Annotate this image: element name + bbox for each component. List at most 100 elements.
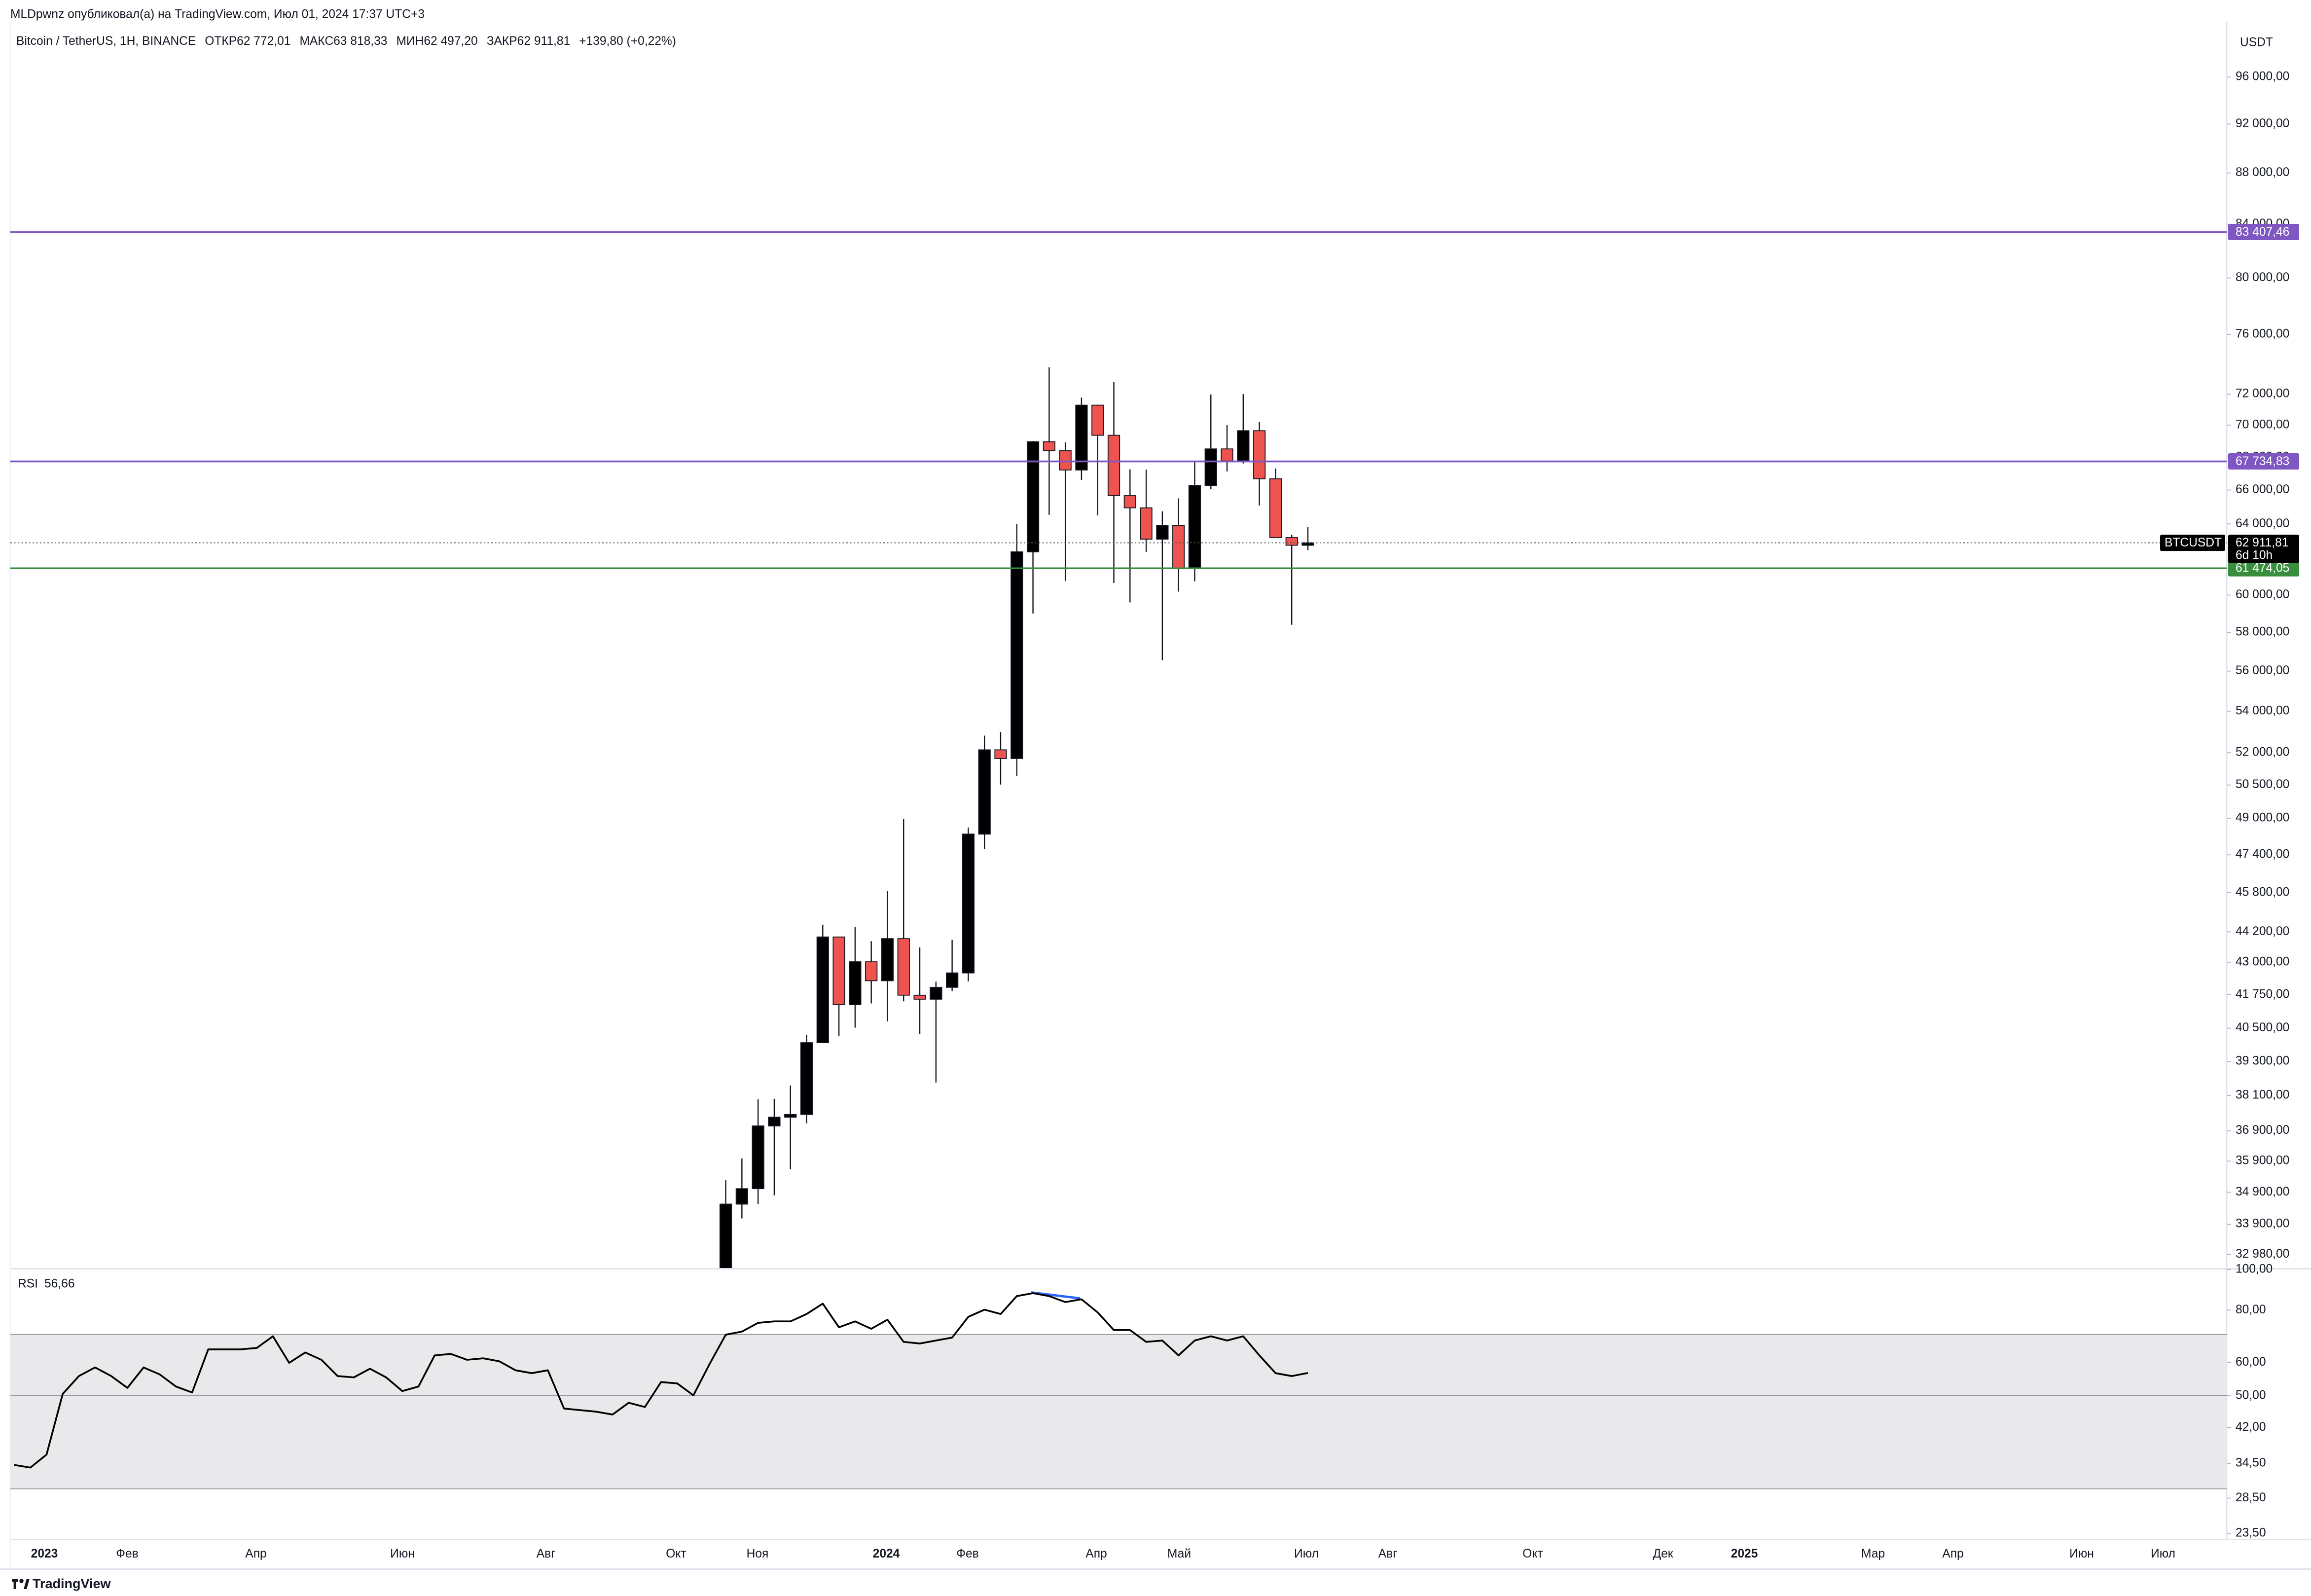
candle-body — [1204, 448, 1217, 486]
price-line-label: 83 407,46 — [2236, 225, 2289, 239]
price-line-label-box — [2228, 560, 2299, 577]
candle-body — [1011, 551, 1023, 759]
candle-body — [1043, 441, 1055, 451]
y-tick-label: 60 000,00 — [2236, 588, 2289, 601]
x-tick-label: Окт — [666, 1547, 686, 1560]
logo-shape — [13, 1578, 16, 1589]
rsi-line — [14, 1292, 1308, 1469]
candle-body — [1140, 507, 1153, 540]
y-tick-label: 80 000,00 — [2236, 271, 2289, 284]
candle-body — [978, 749, 991, 835]
y-tick-label: 45 800,00 — [2236, 885, 2289, 899]
y-tick-label: 76 000,00 — [2236, 327, 2289, 341]
price-line-label-box — [2228, 453, 2299, 470]
candle-body — [1285, 537, 1298, 546]
price-line-label: 61 474,05 — [2236, 562, 2289, 575]
rsi-band — [10, 1334, 2227, 1489]
ohlc-label: ОТКР — [205, 34, 237, 47]
y-tick-label: 36 900,00 — [2236, 1124, 2289, 1137]
divergence-line — [1031, 1291, 1081, 1300]
candle-body — [946, 972, 959, 988]
y-tick-label: 38 100,00 — [2236, 1088, 2289, 1102]
candle-body — [800, 1042, 813, 1115]
y-tick-label: 92 000,00 — [2236, 117, 2289, 130]
candle-body — [784, 1114, 797, 1118]
y-tick-label: 80,00 — [2236, 1303, 2266, 1316]
x-tick-label: Окт — [1522, 1547, 1543, 1560]
price-line-label-box — [2228, 223, 2299, 240]
legend-header: Bitcoin / TetherUS, 1H, BINANCE ОТКР62 77… — [16, 34, 676, 47]
y-tick-label: 72 000,00 — [2236, 387, 2289, 400]
countdown-label: 6d 10h — [2236, 548, 2273, 562]
y-tick-label: 40 500,00 — [2236, 1021, 2289, 1034]
x-tick-label: Апр — [1085, 1547, 1107, 1560]
x-tick-label: 2023 — [31, 1547, 58, 1560]
y-tick-label: 34 900,00 — [2236, 1185, 2289, 1198]
candle-body — [849, 961, 862, 1005]
rsi-value: 56,66 — [44, 1277, 75, 1290]
ohlc-label: МАКС — [299, 34, 333, 47]
candle-body — [1237, 430, 1250, 462]
candle-body — [897, 938, 910, 996]
x-tick-label: Июл — [1294, 1547, 1319, 1560]
candle-body — [768, 1117, 781, 1126]
x-tick-label: Фев — [956, 1547, 978, 1560]
x-tick-label: Май — [1167, 1547, 1191, 1560]
candle-body — [913, 994, 926, 1000]
y-tick-label: 39 300,00 — [2236, 1054, 2289, 1067]
symbol-label-box — [2160, 535, 2225, 551]
y-tick-label: 100,00 — [2236, 1262, 2273, 1275]
symbol-info: Bitcoin / TetherUS, 1H, BINANCE — [16, 34, 196, 47]
y-tick-label: 32 980,00 — [2236, 1247, 2289, 1261]
candle-body — [832, 936, 845, 1005]
candle-body — [1253, 430, 1266, 479]
y-tick-label: 58 000,00 — [2236, 625, 2289, 639]
logo-shape — [24, 1578, 30, 1589]
x-tick-label: Авг — [1378, 1547, 1397, 1560]
y-tick-label: 50,00 — [2236, 1388, 2266, 1402]
x-tick-label: Ноя — [747, 1547, 769, 1560]
current-price-label: 62 911,81 — [2236, 536, 2289, 549]
rsi-legend: RSI 56,66 — [18, 1277, 75, 1290]
y-tick-label: 54 000,00 — [2236, 704, 2289, 717]
candle-body — [1221, 448, 1233, 462]
x-tick-label: Фев — [116, 1547, 138, 1560]
candle-body — [1107, 435, 1120, 496]
candle-body — [1059, 450, 1072, 471]
current-price-box — [2228, 535, 2299, 563]
symbol-legend: Bitcoin / TetherUS, 1H, BINANCE ОТКР62 77… — [16, 34, 676, 47]
y-tick-label: 50 500,00 — [2236, 778, 2289, 791]
y-tick-label: 23,50 — [2236, 1526, 2266, 1539]
candle-body — [1075, 404, 1088, 471]
candle-body — [752, 1125, 764, 1190]
candle-body — [1091, 404, 1104, 436]
candle-body — [1301, 542, 1314, 546]
ohlc-value: 63 818,33 — [333, 34, 387, 47]
candle-body — [1269, 478, 1282, 538]
candle-body — [881, 938, 894, 981]
ohlc-label: МИН — [396, 34, 424, 47]
ohlc-value: 62 497,20 — [424, 34, 477, 47]
x-tick-label: 2024 — [873, 1547, 900, 1560]
candle-body — [1156, 525, 1169, 540]
y-tick-label: 33 900,00 — [2236, 1217, 2289, 1231]
candle-body — [962, 834, 975, 974]
x-tick-label: Июн — [2069, 1547, 2094, 1560]
x-tick-label: Авг — [537, 1547, 555, 1560]
candle-body — [1026, 441, 1040, 552]
change: +139,80 (+0,22%) — [579, 34, 676, 47]
x-tick-label: Мар — [1861, 1547, 1885, 1560]
x-tick-label: Дек — [1653, 1547, 1673, 1560]
footer-logo: TradingView — [12, 1576, 111, 1591]
y-tick-label: 96 000,00 — [2236, 70, 2289, 83]
symbol-label: BTCUSDT — [2165, 536, 2222, 549]
y-tick-label: 34,50 — [2236, 1456, 2266, 1470]
candle-body — [735, 1188, 748, 1205]
x-tick-label: Апр — [245, 1547, 266, 1560]
candle-body — [994, 749, 1007, 759]
candle-body — [1123, 495, 1136, 508]
candle-body — [1188, 485, 1201, 569]
y-tick-label: 41 750,00 — [2236, 987, 2289, 1001]
y-tick-label: 42,00 — [2236, 1420, 2266, 1434]
